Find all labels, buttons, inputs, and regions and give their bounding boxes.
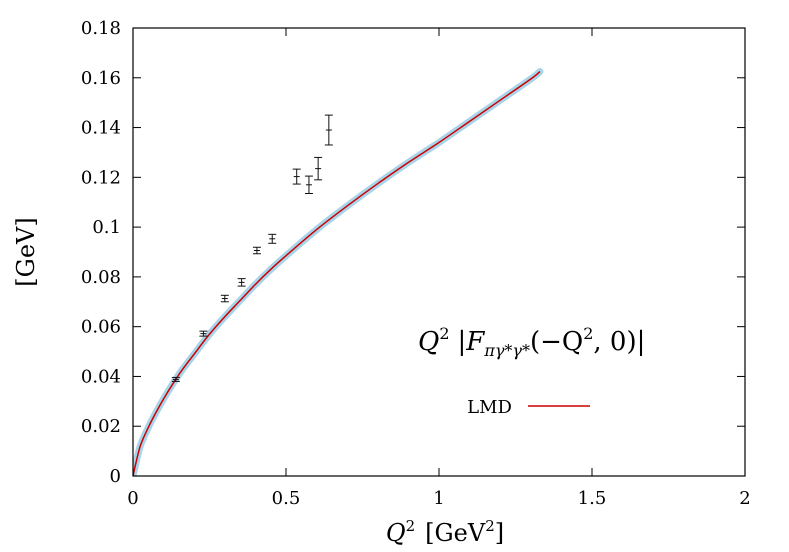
data-point bbox=[199, 330, 208, 337]
x-axis-title-sup: 2 bbox=[406, 517, 416, 535]
data-point bbox=[220, 294, 229, 303]
y-tick-label: 0 bbox=[110, 466, 121, 487]
data-point bbox=[252, 246, 261, 255]
formula-args-sup: 2 bbox=[583, 324, 593, 343]
y-tick-label: 0.12 bbox=[81, 167, 121, 188]
formula-args: (−Q bbox=[530, 327, 583, 357]
x-axis-title-unit: [GeV bbox=[425, 519, 486, 547]
legend-label-lmd: LMD bbox=[467, 397, 512, 418]
x-axis-title-unit-close: ] bbox=[495, 519, 504, 547]
y-tick-label: 0.04 bbox=[81, 366, 121, 387]
y-tick-label: 0.18 bbox=[81, 18, 121, 39]
y-axis-ticks: 0 0.02 0.04 0.06 0.08 0.1 0.12 0.14 0.16 0.18 bbox=[81, 18, 745, 487]
y-tick-label: 0.14 bbox=[81, 118, 121, 139]
formula-annotation: Q2 |Fπγ*γ*(−Q2, 0)| bbox=[418, 324, 645, 360]
data-point bbox=[237, 278, 246, 287]
formula-args-tail: , 0) bbox=[593, 327, 636, 357]
formula-f-sub: πγ*γ* bbox=[483, 341, 530, 360]
data-point bbox=[171, 376, 180, 382]
y-tick-label: 0.08 bbox=[81, 267, 121, 288]
x-tick-label: 0 bbox=[127, 488, 138, 509]
x-axis-title-base: Q bbox=[386, 519, 406, 547]
y-axis-title: [GeV] bbox=[12, 217, 40, 286]
x-axis-ticks: 0 0.5 1 1.5 2 bbox=[127, 28, 751, 509]
y-tick-label: 0.16 bbox=[81, 68, 121, 89]
lmd-curve-layer bbox=[133, 70, 541, 476]
x-tick-label: 0.5 bbox=[272, 488, 301, 509]
x-tick-label: 1.5 bbox=[578, 488, 607, 509]
lmd-curve bbox=[133, 70, 541, 476]
legend: LMD bbox=[467, 397, 590, 418]
data-point bbox=[304, 175, 313, 195]
data-point bbox=[324, 114, 333, 146]
data-point bbox=[268, 233, 277, 244]
data-point bbox=[292, 168, 301, 185]
y-tick-label: 0.02 bbox=[81, 416, 121, 437]
x-tick-label: 1 bbox=[433, 488, 444, 509]
formula-bar-open: | bbox=[458, 327, 467, 357]
y-tick-label: 0.1 bbox=[92, 217, 121, 238]
x-tick-label: 2 bbox=[739, 488, 750, 509]
x-axis-title: Q2 [GeV2] bbox=[386, 517, 504, 547]
data-point bbox=[314, 156, 323, 181]
formula-q: Q bbox=[418, 327, 439, 357]
y-tick-label: 0.06 bbox=[81, 317, 121, 338]
formula-f: F bbox=[465, 327, 485, 357]
formula-bar-close: | bbox=[637, 327, 646, 357]
data-points-layer bbox=[171, 114, 333, 382]
x-axis-title-unit-sup: 2 bbox=[485, 517, 495, 535]
formula-q-sup: 2 bbox=[439, 324, 449, 343]
